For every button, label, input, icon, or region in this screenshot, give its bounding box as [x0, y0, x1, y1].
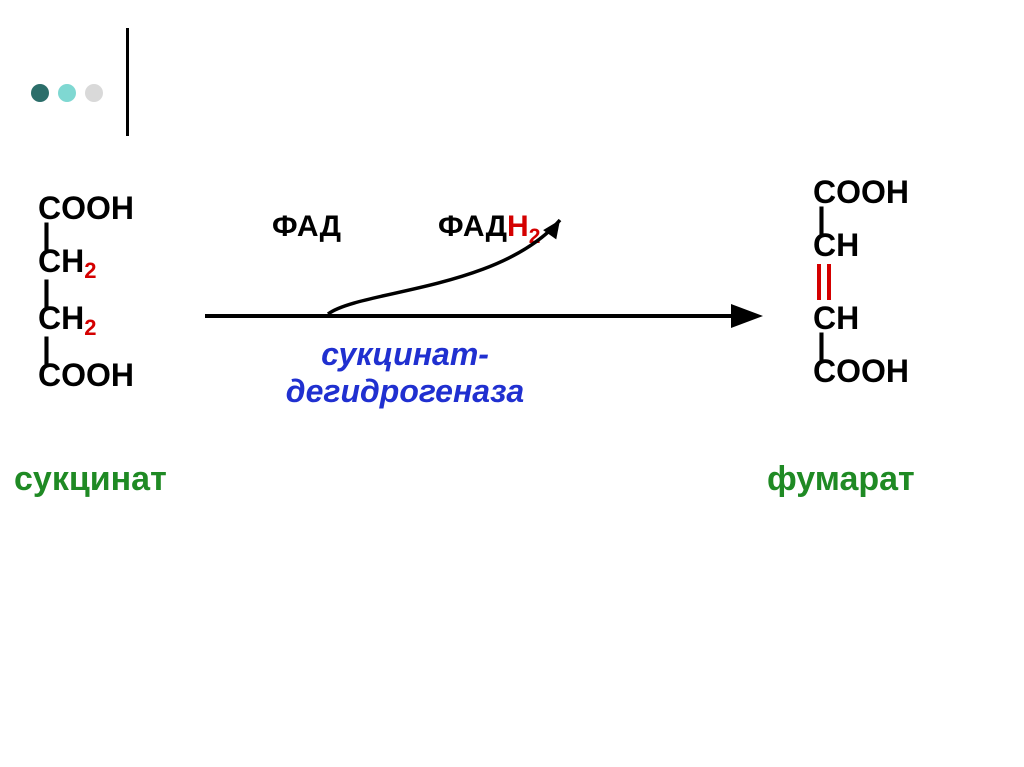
reactant-line-2: CH2 — [38, 243, 134, 284]
decor-vertical-bar — [126, 28, 129, 136]
reactant-name-label: сукцинат — [14, 460, 167, 499]
cofactor-right: ФАДН2 — [438, 210, 540, 244]
sub: 2 — [84, 258, 96, 283]
text: COOH — [38, 357, 134, 393]
product-name-label: фумарат — [767, 460, 915, 499]
product-line-6: COOH — [813, 353, 909, 390]
reactant-bond-1: | — [38, 284, 134, 300]
enzyme-line-1: сукцинат- — [255, 336, 555, 373]
text: ФАД — [272, 210, 341, 243]
text: ФАД — [438, 210, 507, 243]
enzyme-line-2: дегидрогеназа — [255, 373, 555, 410]
reaction-arrow-head — [731, 304, 763, 328]
text: COOH — [813, 353, 909, 389]
text: CH — [813, 227, 859, 263]
curve-arrow-head — [543, 220, 560, 239]
decor-dot-2 — [58, 84, 76, 102]
decor-dot-1 — [31, 84, 49, 102]
reactant-line-0: COOH — [38, 190, 134, 227]
sub: 2 — [84, 315, 96, 340]
reactant-bond-2: | — [38, 341, 134, 357]
product-bond-2: | — [813, 337, 909, 353]
cofactor-h: Н — [507, 210, 529, 243]
product-line-2: CH — [813, 227, 909, 264]
product-structure: COOH | CH CH | COOH — [813, 174, 909, 390]
reactant-line-4: CH2 — [38, 300, 134, 341]
product-line-4: CH — [813, 300, 909, 337]
reactant-line-6: COOH — [38, 357, 134, 394]
product-line-0: COOH — [813, 174, 909, 211]
cofactor-left: ФАД — [272, 210, 341, 244]
text: COOH — [813, 174, 909, 210]
enzyme-label: сукцинат- дегидрогеназа — [255, 336, 555, 410]
decor-dot-3 — [85, 84, 103, 102]
product-bond-0: | — [813, 211, 909, 227]
cofactor-sub: 2 — [529, 225, 541, 248]
reactant-bond-0: | — [38, 227, 134, 243]
product-double-bond — [813, 264, 909, 300]
reactant-structure: COOH | CH2 | CH2 | COOH — [38, 190, 134, 394]
text: COOH — [38, 190, 134, 226]
reaction-arrow-shaft — [205, 314, 733, 318]
